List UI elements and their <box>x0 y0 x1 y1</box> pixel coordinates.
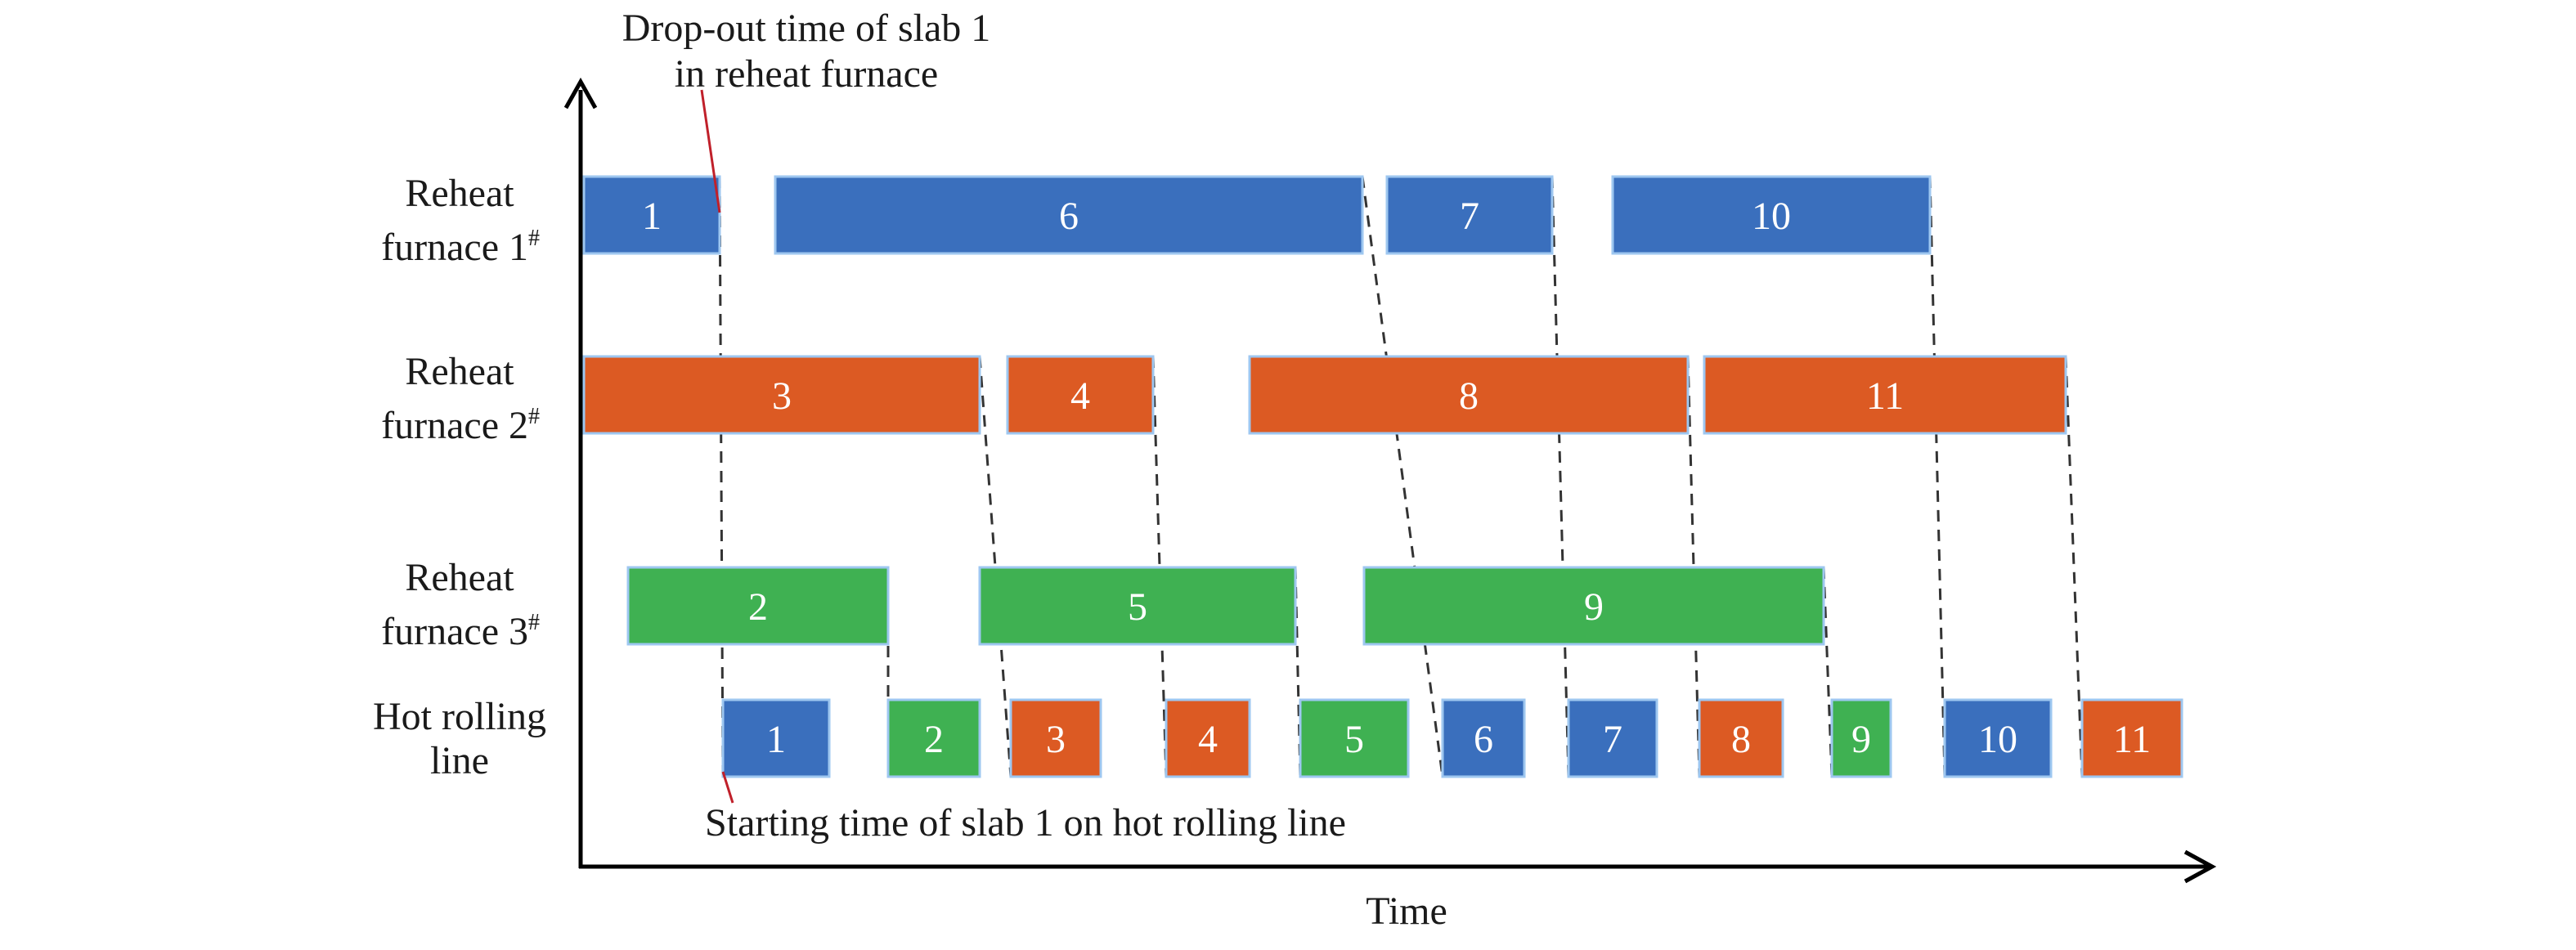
furnace-slab-3: 3 <box>582 355 981 435</box>
row-label-furnace-1-line1: Reheat <box>405 172 514 215</box>
connector-slab-6 <box>1361 176 1444 777</box>
rolling-slab-4-bar <box>1165 698 1251 778</box>
rolling-slab-6-label: 6 <box>1474 718 1493 761</box>
rolling-slab-8: 8 <box>1698 698 1784 778</box>
furnace-blocks: 1 6 7 10 3 4 8 11 2 5 9 <box>582 175 2067 646</box>
furnace-slab-4-bar <box>1006 355 1155 435</box>
furnace-slab-7-bar <box>1385 175 1554 255</box>
starting-callout-line <box>721 771 734 804</box>
furnace-slab-6-label: 6 <box>1059 195 1079 238</box>
furnace-slab-1: 1 <box>582 175 721 255</box>
furnace-slab-8: 8 <box>1248 355 1690 435</box>
x-axis-label: Time <box>1366 890 1447 933</box>
rolling-slab-7-bar <box>1567 698 1658 778</box>
row-label-hot-rolling-line2: line <box>430 739 489 782</box>
furnace-slab-9-label: 9 <box>1584 585 1604 629</box>
rolling-slab-3-bar <box>1009 698 1102 778</box>
rolling-slab-2-bar <box>886 698 981 778</box>
x-axis-arrow-icon <box>2183 849 2217 884</box>
rolling-slab-11: 11 <box>2080 698 2183 778</box>
furnace-slab-11-bar <box>1703 355 2067 435</box>
rolling-slab-8-bar <box>1698 698 1784 778</box>
furnace-slab-8-bar <box>1248 355 1690 435</box>
furnace-slab-4: 4 <box>1006 355 1155 435</box>
furnace-slab-3-label: 3 <box>772 374 792 418</box>
furnace-slab-8-label: 8 <box>1459 374 1479 418</box>
rolling-slab-3: 3 <box>1009 698 1102 778</box>
rolling-slab-6-bar <box>1441 698 1526 778</box>
furnace-slab-11: 11 <box>1703 355 2067 435</box>
rolling-blocks: 1 2 3 4 5 6 7 8 9 10 11 <box>721 698 2183 778</box>
rolling-slab-10-bar <box>1943 698 2053 778</box>
drop-out-annotation-line2: in reheat furnace <box>675 52 938 96</box>
row-labels: Reheat furnace 1# Reheat furnace 2# Rehe… <box>373 172 546 782</box>
furnace-slab-5-label: 5 <box>1128 585 1147 629</box>
furnace-slab-5-bar <box>978 566 1297 646</box>
rolling-slab-9-bar <box>1830 698 1892 778</box>
rolling-slab-9-label: 9 <box>1851 718 1871 761</box>
rolling-slab-11-bar <box>2080 698 2183 778</box>
rolling-slab-5-bar <box>1299 698 1410 778</box>
connector-slab-9 <box>1822 567 1833 777</box>
rolling-slab-10: 10 <box>1943 698 2053 778</box>
furnace-slab-1-label: 1 <box>642 195 662 238</box>
rolling-slab-11-label: 11 <box>2113 718 2151 761</box>
rolling-slab-5: 5 <box>1299 698 1410 778</box>
rolling-slab-8-label: 8 <box>1731 718 1751 761</box>
rolling-slab-3-label: 3 <box>1046 718 1066 761</box>
connector-slab-7 <box>1551 176 1570 777</box>
furnace-slab-2-label: 2 <box>748 585 768 629</box>
starting-annotation: Starting time of slab 1 on hot rolling l… <box>705 801 1346 845</box>
connector-slab-4 <box>1151 356 1168 777</box>
connector-slab-5 <box>1294 567 1302 777</box>
rolling-slab-10-label: 10 <box>1978 718 2017 761</box>
furnace-slab-9: 9 <box>1362 566 1825 646</box>
furnace-slab-11-label: 11 <box>1866 374 1904 418</box>
furnace-slab-10: 10 <box>1611 175 1932 255</box>
connector-slab-10 <box>1928 176 1946 777</box>
connector-slab-11 <box>2064 356 2084 777</box>
furnace-slab-2-bar <box>626 566 890 646</box>
furnace-slab-6: 6 <box>774 175 1364 255</box>
rolling-slab-1-bar <box>721 698 831 778</box>
rolling-slab-2: 2 <box>886 698 981 778</box>
furnace-slab-2: 2 <box>626 566 890 646</box>
row-label-furnace-3-line1: Reheat <box>405 556 514 599</box>
connector-slab-3 <box>978 356 1012 777</box>
furnace-slab-5: 5 <box>978 566 1297 646</box>
drop-out-callout-line <box>700 89 721 213</box>
furnace-slab-6-bar <box>774 175 1364 255</box>
drop-out-annotation-line1: Drop-out time of slab 1 <box>622 7 991 50</box>
row-label-furnace-3-line2: furnace 3# <box>381 610 540 653</box>
rolling-slab-4: 4 <box>1165 698 1251 778</box>
rolling-slab-1: 1 <box>721 698 831 778</box>
row-label-furnace-2-line1: Reheat <box>405 350 514 393</box>
rolling-slab-2-label: 2 <box>924 718 944 761</box>
transfer-connectors <box>718 176 2084 777</box>
rolling-slab-9: 9 <box>1830 698 1892 778</box>
connector-slab-1 <box>718 176 725 777</box>
rolling-slab-7: 7 <box>1567 698 1658 778</box>
furnace-slab-7: 7 <box>1385 175 1554 255</box>
rolling-slab-6: 6 <box>1441 698 1526 778</box>
furnace-slab-9-bar <box>1362 566 1825 646</box>
rolling-slab-5-label: 5 <box>1344 718 1364 761</box>
furnace-slab-3-bar <box>582 355 981 435</box>
furnace-slab-10-label: 10 <box>1752 195 1791 238</box>
row-label-furnace-2-line2: furnace 2# <box>381 404 540 447</box>
furnace-slab-1-bar <box>582 175 721 255</box>
row-label-hot-rolling-line1: Hot rolling <box>373 695 546 738</box>
y-axis-arrow-icon <box>563 77 598 110</box>
connector-slab-8 <box>1686 356 1701 777</box>
furnace-slab-4-label: 4 <box>1070 374 1090 418</box>
rolling-slab-1-label: 1 <box>766 718 786 761</box>
rolling-slab-7-label: 7 <box>1603 718 1622 761</box>
rolling-slab-4-label: 4 <box>1198 718 1218 761</box>
furnace-slab-7-label: 7 <box>1460 195 1479 238</box>
furnace-slab-10-bar <box>1611 175 1932 255</box>
row-label-furnace-1-line2: furnace 1# <box>381 226 540 269</box>
